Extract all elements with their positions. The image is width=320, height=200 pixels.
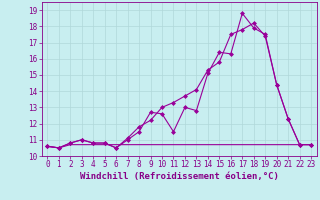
X-axis label: Windchill (Refroidissement éolien,°C): Windchill (Refroidissement éolien,°C) [80,172,279,181]
